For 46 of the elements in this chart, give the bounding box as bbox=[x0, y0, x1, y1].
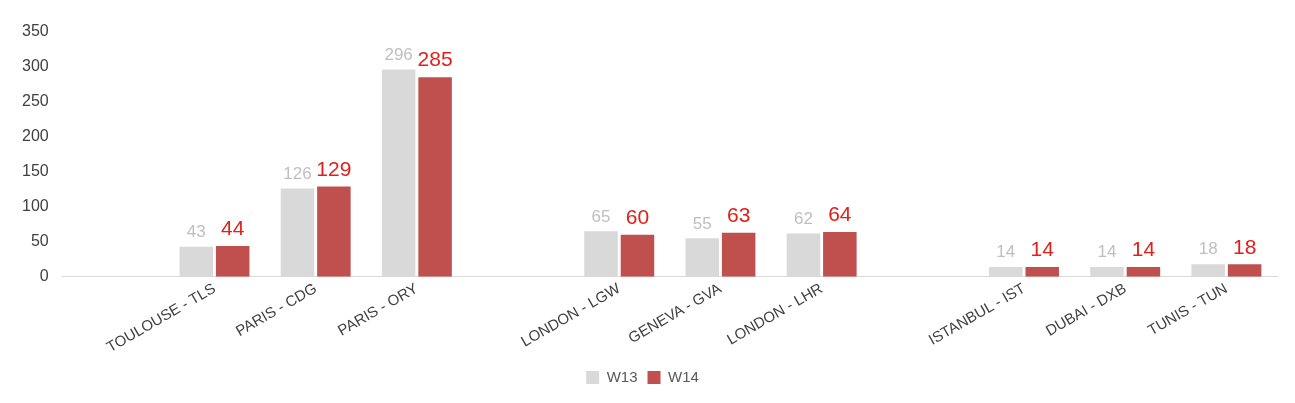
data-label: 14 bbox=[1030, 237, 1055, 261]
data-label: 63 bbox=[726, 203, 751, 227]
bar bbox=[1090, 267, 1124, 277]
y-tick-label: 50 bbox=[30, 232, 49, 250]
bar bbox=[989, 267, 1023, 277]
bar bbox=[721, 232, 756, 277]
y-tick-label: 100 bbox=[21, 197, 49, 215]
y-tick-label: 350 bbox=[21, 22, 49, 40]
bar bbox=[280, 188, 315, 277]
y-tick-label: 200 bbox=[21, 127, 49, 145]
bar bbox=[317, 186, 351, 277]
data-label: 285 bbox=[417, 47, 453, 71]
bar bbox=[381, 69, 416, 277]
data-label: 18 bbox=[1232, 234, 1257, 258]
data-label: 14 bbox=[996, 242, 1016, 262]
data-label: 64 bbox=[828, 202, 852, 226]
data-label: 44 bbox=[221, 216, 245, 240]
legend-label: W13 bbox=[606, 367, 638, 385]
data-label: 65 bbox=[591, 206, 611, 226]
bar bbox=[685, 238, 719, 277]
bar bbox=[786, 233, 821, 277]
bar bbox=[418, 77, 452, 277]
bar bbox=[179, 246, 214, 277]
data-label: 14 bbox=[1131, 237, 1156, 261]
data-label: 55 bbox=[692, 213, 712, 233]
bar bbox=[823, 232, 857, 277]
y-tick-label: 300 bbox=[21, 57, 49, 75]
data-label: 296 bbox=[384, 44, 413, 64]
bar bbox=[1227, 264, 1262, 277]
data-label: 60 bbox=[625, 205, 650, 229]
y-tick-label: 150 bbox=[21, 162, 49, 180]
bar bbox=[1126, 267, 1161, 277]
data-label: 14 bbox=[1097, 242, 1117, 262]
data-label: 18 bbox=[1198, 239, 1218, 259]
y-tick-label: 250 bbox=[21, 92, 49, 110]
bar bbox=[584, 231, 618, 277]
bar bbox=[215, 246, 250, 277]
legend-label: W14 bbox=[668, 367, 699, 385]
data-label: 62 bbox=[793, 208, 813, 228]
bar bbox=[1025, 267, 1059, 277]
y-tick-label: 0 bbox=[39, 267, 49, 285]
data-label: 43 bbox=[186, 221, 206, 241]
data-label: 129 bbox=[316, 156, 352, 180]
bar bbox=[1191, 264, 1225, 277]
bar bbox=[620, 234, 655, 277]
data-label: 126 bbox=[283, 163, 312, 183]
